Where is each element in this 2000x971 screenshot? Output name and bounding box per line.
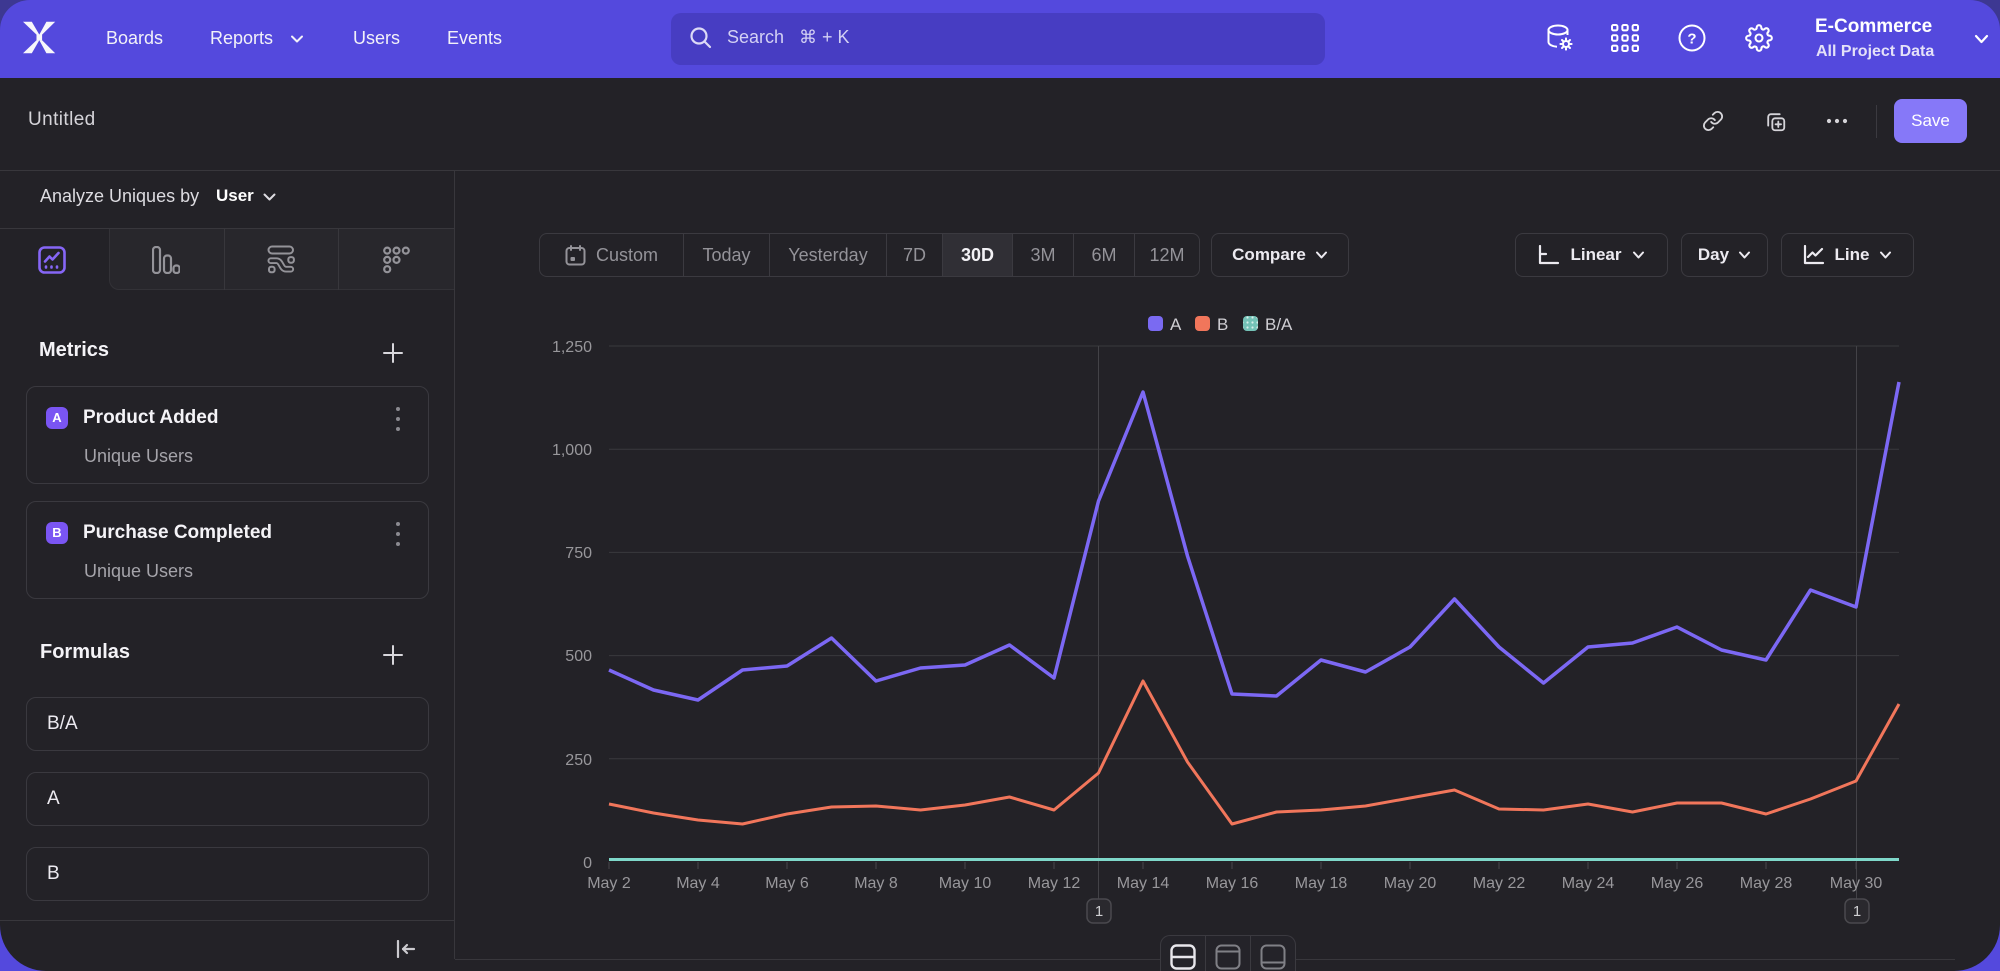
svg-text:May 10: May 10 [939,875,992,892]
svg-text:A: A [1170,315,1182,334]
svg-text:May 30: May 30 [1830,875,1883,892]
svg-text:May 2: May 2 [587,875,631,892]
svg-text:May 18: May 18 [1295,875,1348,892]
svg-text:?: ? [1687,31,1696,48]
svg-text:May 24: May 24 [1562,875,1615,892]
svg-text:250: 250 [565,752,592,769]
svg-text:B/A: B/A [1265,315,1293,334]
svg-text:0: 0 [583,855,592,872]
svg-text:May 14: May 14 [1117,875,1170,892]
svg-text:May 20: May 20 [1384,875,1437,892]
svg-text:B: B [1217,315,1228,334]
svg-text:May 28: May 28 [1740,875,1793,892]
svg-text:500: 500 [565,648,592,665]
svg-text:1: 1 [1095,903,1103,920]
svg-text:May 8: May 8 [854,875,898,892]
svg-text:750: 750 [565,545,592,562]
svg-text:May 26: May 26 [1651,875,1704,892]
svg-text:1,250: 1,250 [552,339,592,356]
svg-text:May 16: May 16 [1206,875,1259,892]
svg-text:1,000: 1,000 [552,442,592,459]
svg-text:May 12: May 12 [1028,875,1081,892]
svg-text:May 22: May 22 [1473,875,1526,892]
svg-text:1: 1 [1853,903,1861,920]
svg-text:May 4: May 4 [676,875,720,892]
svg-text:May 6: May 6 [765,875,809,892]
